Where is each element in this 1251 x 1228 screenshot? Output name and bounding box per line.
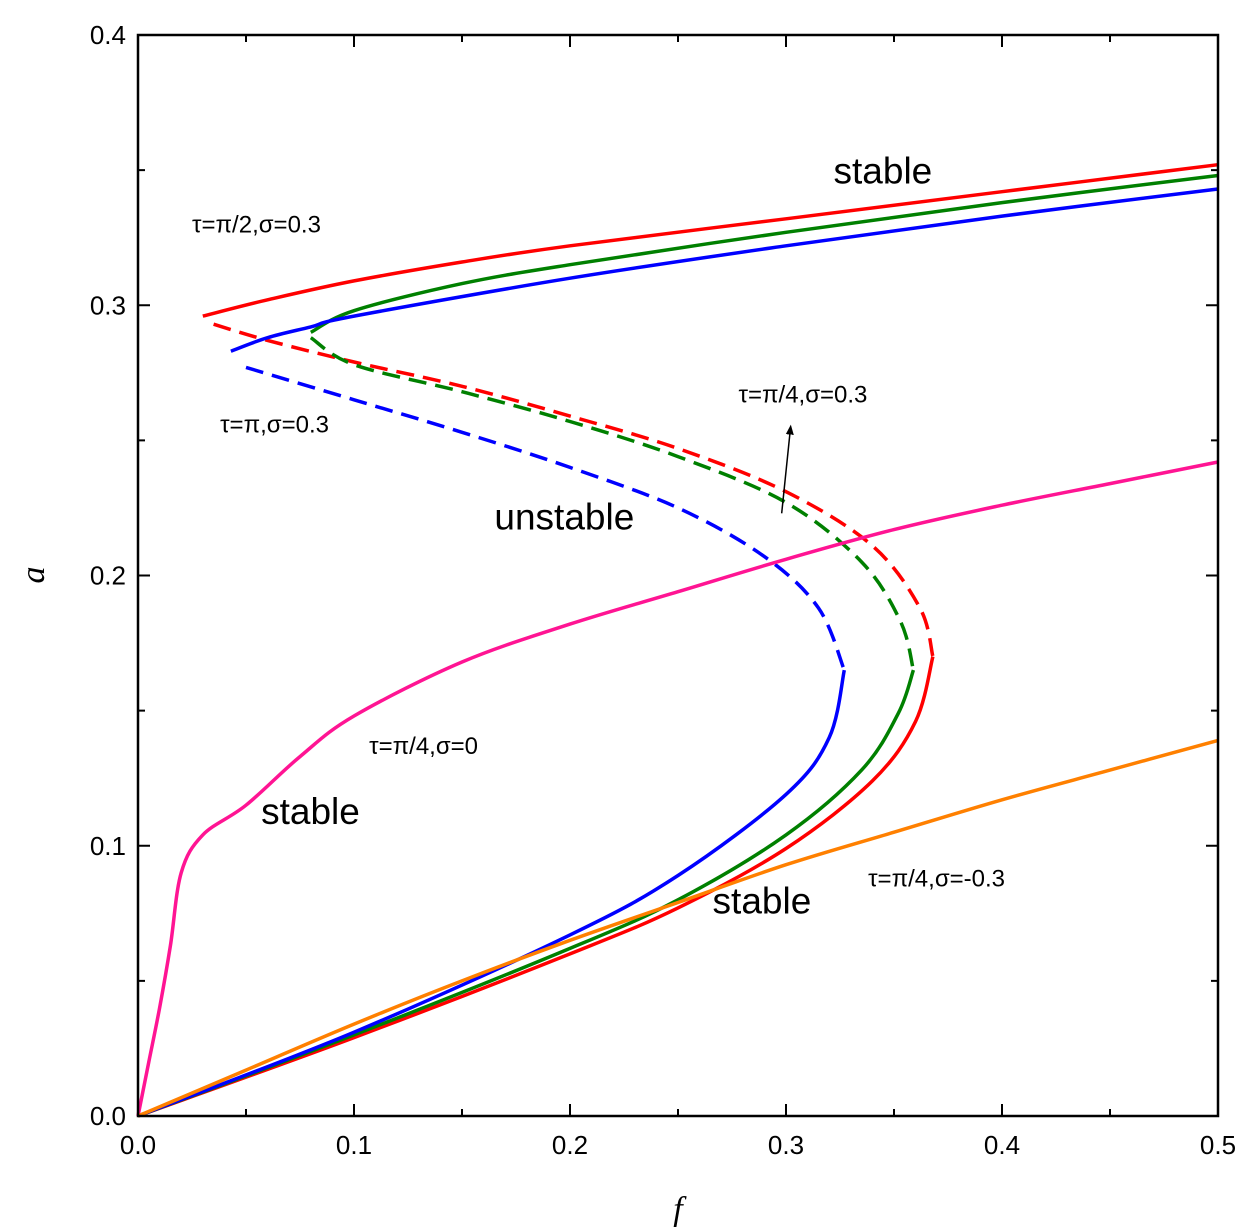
series-2-unstable-line	[245, 365, 846, 671]
y-tick-label: 0.4	[90, 20, 126, 50]
series-3-stable-upper-line	[136, 460, 1219, 1117]
y-tick-label: 0.3	[90, 290, 126, 320]
annotation-6: stable	[261, 791, 360, 832]
labels-layer: stable τ=π/2,σ=0.3 τ=π,σ=0.3 τ=π/4,σ=0.3 uns…	[192, 151, 1005, 922]
series-2	[137, 187, 1219, 1118]
series-0-stable-lower-line	[137, 656, 935, 1118]
annotation-5: τ=π/4,σ=0	[369, 733, 478, 760]
x-tick-label: 0.0	[120, 1130, 156, 1160]
annotation-2: τ=π,σ=0.3	[220, 411, 329, 438]
y-tick-label: 0.0	[90, 1101, 126, 1131]
series-0-unstable-line	[213, 322, 935, 658]
x-tick-label: 0.4	[984, 1130, 1020, 1160]
y-tick-label: 0.1	[90, 831, 126, 861]
x-tick-label: 0.2	[552, 1130, 588, 1160]
x-tick-label: 0.1	[336, 1130, 372, 1160]
y-tick-label: 0.2	[90, 561, 126, 591]
annotation-arrow	[780, 424, 794, 514]
series-0	[137, 162, 1219, 1118]
y-axis-title: a	[15, 567, 52, 584]
annotation-3: τ=π/4,σ=0.3	[738, 382, 867, 409]
series-1-stable-lower-line	[137, 669, 916, 1118]
annotation-4: unstable	[494, 497, 634, 538]
series-layer	[136, 162, 1219, 1118]
x-tick-label: 0.3	[768, 1130, 804, 1160]
series-2-stable-upper-line	[230, 187, 1219, 353]
annotation-8: stable	[713, 880, 812, 921]
series-1-stable-upper-line	[309, 173, 1219, 334]
x-axis-title: f	[673, 1191, 687, 1228]
series-4-stable-upper-line	[137, 738, 1219, 1118]
axes-layer: 0.0 0.1 0.2 0.3 0.4 0.5 0.0 0.1 0.2 0.3 0.4	[90, 20, 1236, 1160]
annotation-0: stable	[834, 151, 933, 192]
series-3	[136, 460, 1219, 1117]
series-1-unstable-line	[309, 336, 916, 671]
series-1	[137, 173, 1219, 1118]
x-tick-label: 0.5	[1200, 1130, 1236, 1160]
series-4	[137, 738, 1219, 1118]
annotation-7: τ=π/4,σ=-0.3	[868, 865, 1005, 892]
annotation-1: τ=π/2,σ=0.3	[192, 211, 321, 238]
series-2-stable-lower-line	[137, 669, 847, 1118]
series-0-stable-upper-line	[202, 162, 1219, 318]
